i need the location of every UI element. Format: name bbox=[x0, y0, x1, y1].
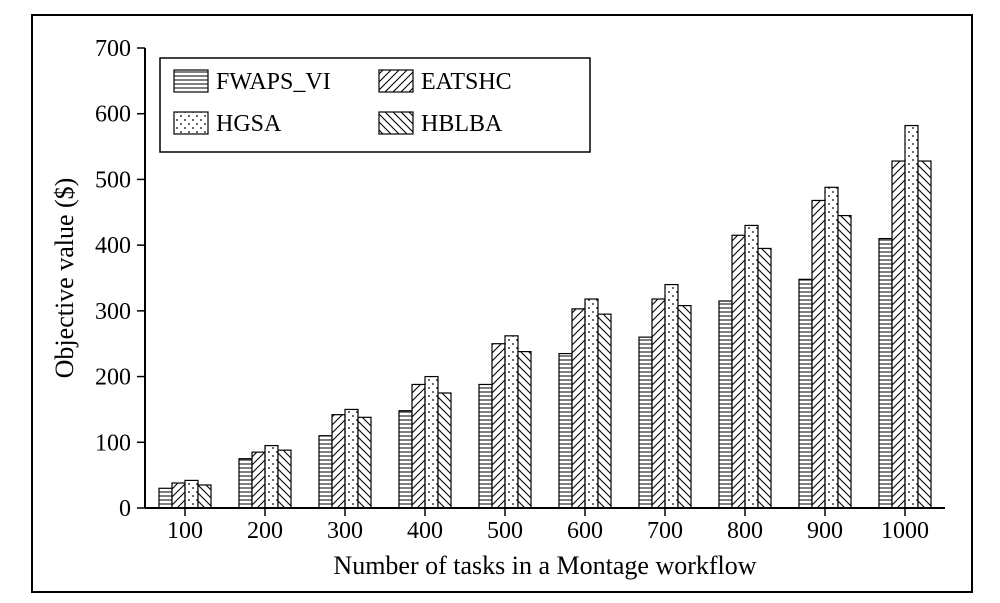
svg-text:HGSA: HGSA bbox=[216, 111, 282, 137]
bar-chart: 0 100 200 300 400 500 600 700 100 200 300 400 500 600… bbox=[35, 18, 965, 585]
svg-text:400: 400 bbox=[95, 233, 131, 259]
svg-text:500: 500 bbox=[95, 167, 131, 193]
svg-text:0: 0 bbox=[119, 496, 131, 522]
svg-text:EATSHC: EATSHC bbox=[421, 69, 512, 95]
svg-text:400: 400 bbox=[407, 518, 443, 544]
svg-text:HBLBA: HBLBA bbox=[421, 111, 503, 137]
svg-text:100: 100 bbox=[95, 430, 131, 456]
svg-text:300: 300 bbox=[327, 518, 363, 544]
svg-text:300: 300 bbox=[95, 299, 131, 325]
svg-text:700: 700 bbox=[95, 36, 131, 62]
svg-text:500: 500 bbox=[487, 518, 523, 544]
svg-text:Objective value ($): Objective value ($) bbox=[50, 178, 79, 379]
svg-text:1000: 1000 bbox=[881, 518, 929, 544]
svg-text:600: 600 bbox=[567, 518, 603, 544]
svg-text:100: 100 bbox=[167, 518, 203, 544]
svg-text:FWAPS_VI: FWAPS_VI bbox=[216, 69, 331, 95]
svg-text:900: 900 bbox=[807, 518, 843, 544]
svg-text:200: 200 bbox=[95, 365, 131, 391]
svg-text:600: 600 bbox=[95, 102, 131, 128]
svg-text:Number of tasks in a Montage w: Number of tasks in a Montage workflow bbox=[333, 551, 756, 580]
svg-text:800: 800 bbox=[727, 518, 763, 544]
svg-text:200: 200 bbox=[247, 518, 283, 544]
svg-text:700: 700 bbox=[647, 518, 683, 544]
